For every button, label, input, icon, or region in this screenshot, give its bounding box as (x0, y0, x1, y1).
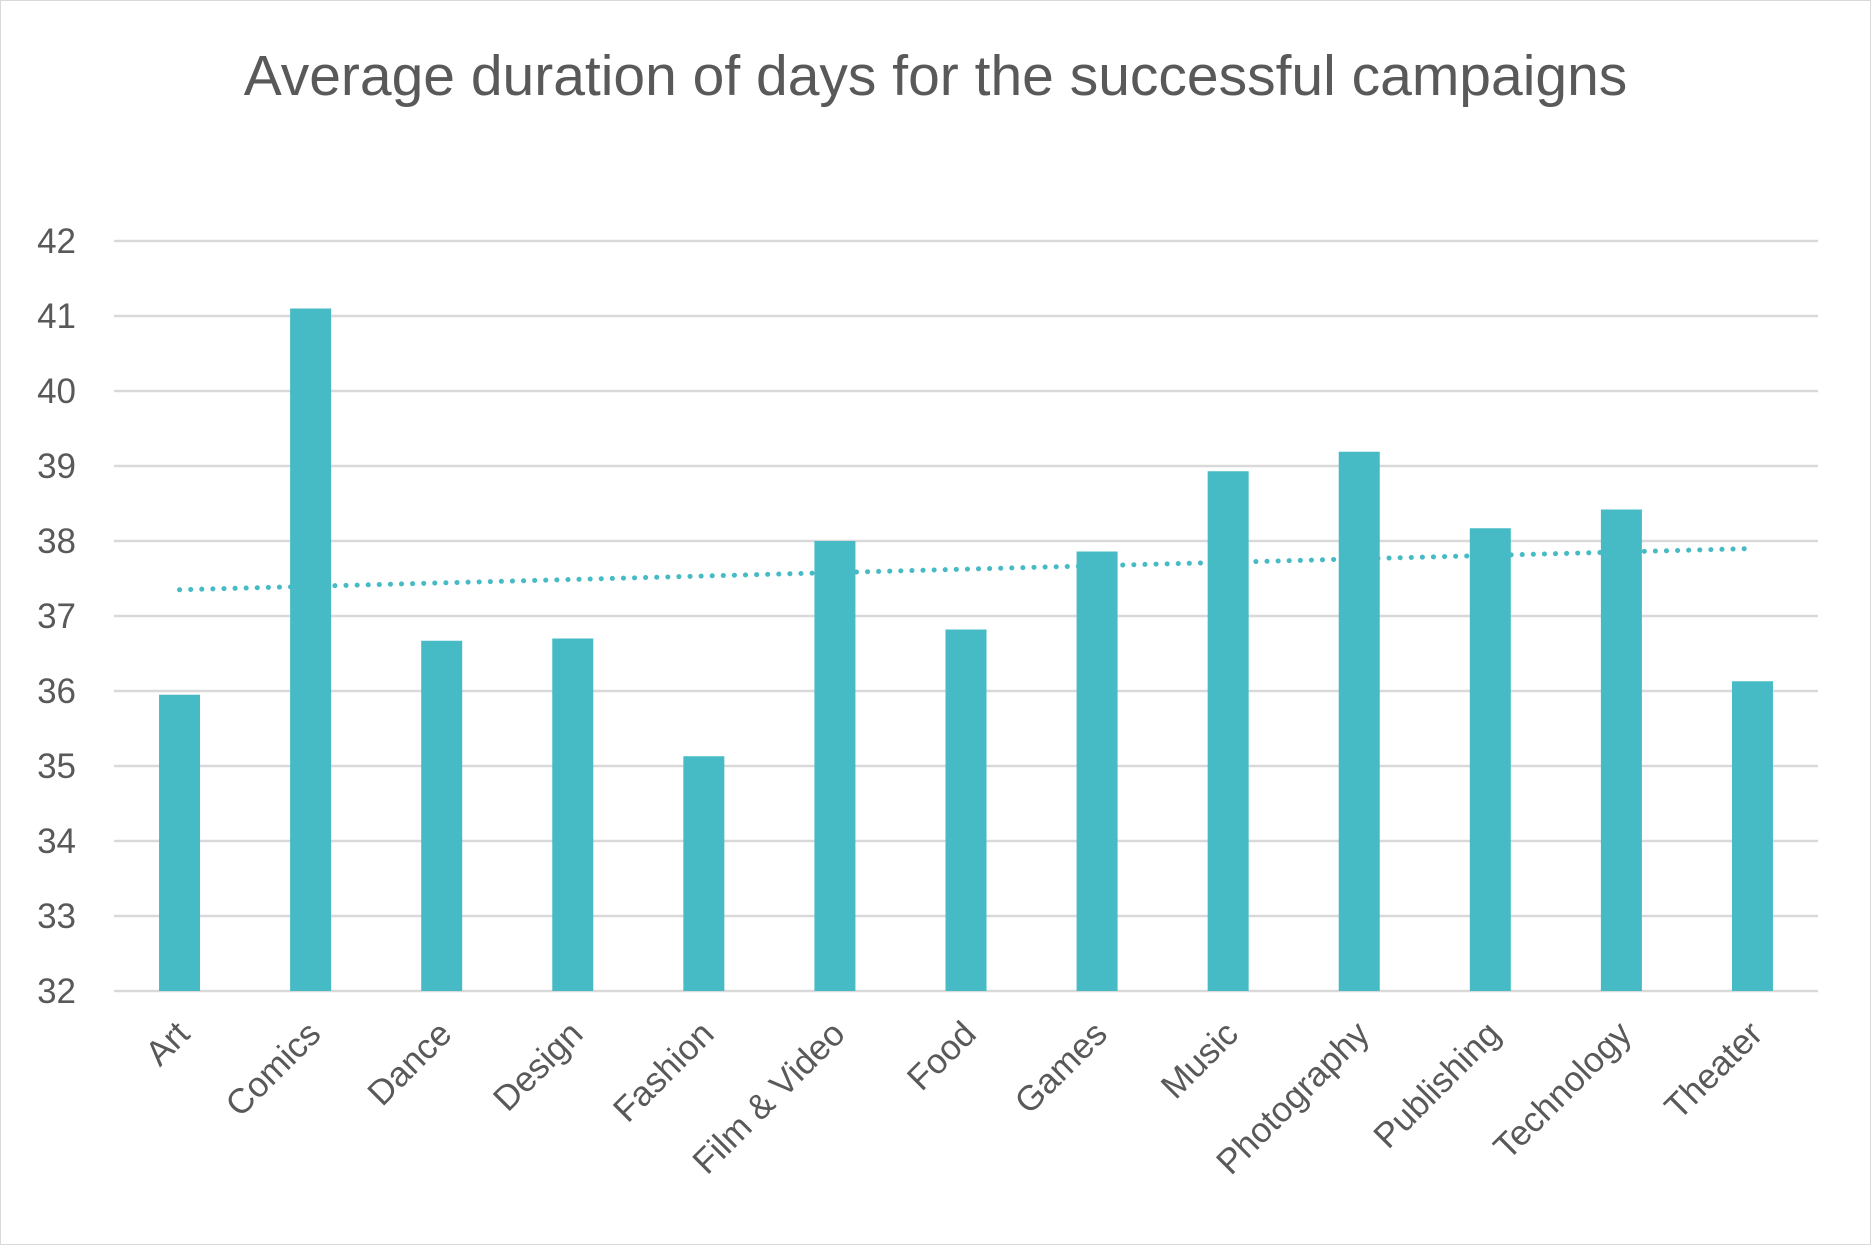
y-tick-label: 37 (37, 597, 76, 636)
bar (552, 639, 593, 992)
bars (159, 309, 1773, 992)
bar (290, 309, 331, 992)
bar (1732, 681, 1773, 991)
y-tick-label: 36 (37, 672, 76, 711)
bar (421, 641, 462, 991)
y-tick-label: 41 (37, 297, 76, 336)
x-category-label: Games (1007, 1014, 1114, 1121)
y-tick-label: 42 (37, 222, 76, 261)
x-category-label: Theater (1657, 1014, 1770, 1127)
x-category-label: Food (900, 1014, 984, 1098)
x-category-label: Design (486, 1014, 591, 1119)
bar (814, 541, 855, 991)
bar (1601, 510, 1642, 992)
bar (1077, 552, 1118, 992)
x-category-label: Technology (1486, 1014, 1639, 1167)
y-tick-label: 34 (37, 822, 76, 861)
bar (1208, 471, 1249, 991)
bar (1470, 528, 1511, 991)
x-category-label: Dance (360, 1014, 459, 1113)
x-category-label: Comics (218, 1014, 328, 1124)
x-category-label: Fashion (606, 1014, 722, 1130)
trendline-layer (180, 549, 1753, 590)
bar (683, 756, 724, 991)
y-tick-label: 32 (37, 972, 76, 1011)
trendline (180, 549, 1753, 590)
y-tick-label: 35 (37, 747, 76, 786)
y-tick-label: 33 (37, 897, 76, 936)
x-category-label: Art (138, 1014, 197, 1073)
bar (1339, 452, 1380, 991)
y-tick-label: 38 (37, 522, 76, 561)
y-tick-label: 39 (37, 447, 76, 486)
y-tick-label: 40 (37, 372, 76, 411)
x-category-label: Music (1154, 1014, 1246, 1106)
x-category-label: Publishing (1366, 1014, 1508, 1156)
y-axis-ticks: 32 33 34 35 36 37 38 39 40 41 42 (37, 222, 76, 1011)
bar (159, 695, 200, 991)
bar (946, 630, 987, 992)
